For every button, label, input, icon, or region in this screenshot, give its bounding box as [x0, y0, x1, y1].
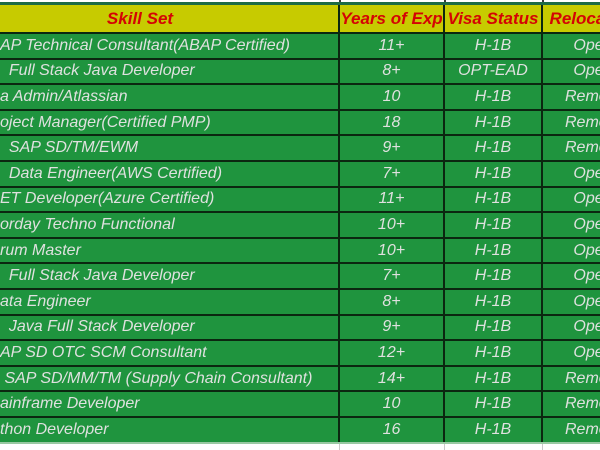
- cell-years-of-exp[interactable]: 16: [340, 417, 445, 442]
- cell-skill-set[interactable]: AP SD OTC SCM Consultant: [0, 341, 340, 365]
- cell-skill-set[interactable]: ET Developer(Azure Certified): [0, 187, 340, 212]
- cell-relocation[interactable]: Remote: [564, 87, 600, 105]
- cell-skill-set[interactable]: a Admin/Atlassian: [0, 85, 340, 109]
- table-row: oject Manager(Certified PMP)18H-1B Remote: [0, 110, 600, 137]
- cell-skill-set[interactable]: thon Developer: [0, 417, 340, 442]
- cell-years-of-exp[interactable]: 10+: [340, 213, 445, 237]
- cell-years-of-exp[interactable]: 8+: [340, 59, 445, 84]
- cell-relocation[interactable]: Open: [573, 343, 600, 361]
- cell-relocation[interactable]: Open: [573, 215, 600, 233]
- cell-skill-set[interactable]: Java Full Stack Developer: [0, 315, 340, 340]
- gridline: [444, 443, 445, 450]
- table-body: AP Technical Consultant(ABAP Certified) 1…: [0, 34, 600, 444]
- cell-relocation[interactable]: Open: [573, 241, 600, 259]
- header-row: Skill Set Years of Exp Visa Status Reloc…: [0, 5, 600, 34]
- cell-years-of-exp[interactable]: 8+: [340, 289, 445, 314]
- cell-years-of-exp[interactable]: 11+: [340, 34, 445, 58]
- cell-relocation[interactable]: Open: [573, 36, 600, 54]
- cell-years-of-exp[interactable]: 10: [340, 85, 445, 109]
- cell-years-of-exp[interactable]: 9+: [340, 315, 445, 340]
- cell-visa-status[interactable]: H-1B: [445, 417, 543, 442]
- cell-visa-status[interactable]: H-1B: [445, 366, 543, 391]
- cell-visa-status[interactable]: H-1B: [445, 161, 543, 186]
- cell-skill-set[interactable]: orday Techno Functional: [0, 213, 340, 237]
- column-header-visa-status[interactable]: Visa Status: [445, 5, 543, 32]
- cell-relocation[interactable]: Open: [573, 267, 600, 285]
- table-row: Data Engineer(AWS Certified)7+H-1B Open: [0, 161, 600, 188]
- cell-skill-set[interactable]: Data Engineer(AWS Certified): [0, 161, 340, 186]
- table-row: SAP SD/MM/TM (Supply Chain Consultant) 14…: [0, 366, 600, 393]
- cell-skill-set[interactable]: Full Stack Java Developer: [0, 59, 340, 84]
- cell-skill-set[interactable]: oject Manager(Certified PMP): [0, 110, 340, 135]
- cell-relocation[interactable]: Open: [573, 164, 600, 182]
- cell-visa-status[interactable]: H-1B: [445, 34, 543, 58]
- cell-relocation[interactable]: Remote: [564, 395, 600, 413]
- cell-years-of-exp[interactable]: 18: [340, 110, 445, 135]
- cell-visa-status[interactable]: H-1B: [445, 213, 543, 237]
- cell-relocation[interactable]: Open: [573, 190, 600, 208]
- cell-relocation[interactable]: Open: [573, 292, 600, 310]
- cell-skill-set[interactable]: ata Engineer: [0, 289, 340, 314]
- table-row: ET Developer(Azure Certified)11+H-1B Open: [0, 187, 600, 214]
- cell-years-of-exp[interactable]: 12+: [340, 341, 445, 365]
- cell-relocation[interactable]: Remote: [564, 420, 600, 438]
- cell-visa-status[interactable]: H-1B: [445, 315, 543, 340]
- cell-skill-set[interactable]: SAP SD/MM/TM (Supply Chain Consultant): [0, 366, 340, 391]
- cell-years-of-exp[interactable]: 14+: [340, 366, 445, 391]
- cell-relocation[interactable]: Remote: [564, 139, 600, 157]
- cell-skill-set[interactable]: Full Stack Java Developer: [0, 264, 340, 288]
- column-header-years-of-exp[interactable]: Years of Exp: [340, 5, 445, 32]
- cell-relocation[interactable]: Open: [573, 62, 600, 80]
- table-row: AP Technical Consultant(ABAP Certified) 1…: [0, 34, 600, 60]
- cell-skill-set[interactable]: rum Master: [0, 238, 340, 263]
- cell-years-of-exp[interactable]: 10: [340, 392, 445, 416]
- cell-years-of-exp[interactable]: 9+: [340, 136, 445, 160]
- cell-visa-status[interactable]: H-1B: [445, 341, 543, 365]
- column-header-skill-set[interactable]: Skill Set: [0, 5, 340, 32]
- cell-relocation[interactable]: Remote: [564, 113, 600, 131]
- cell-visa-status[interactable]: H-1B: [445, 289, 543, 314]
- cell-skill-set[interactable]: ainframe Developer: [0, 392, 340, 416]
- cell-visa-status[interactable]: H-1B: [445, 264, 543, 288]
- cell-years-of-exp[interactable]: 10+: [340, 238, 445, 263]
- cell-years-of-exp[interactable]: 11+: [340, 187, 445, 212]
- cell-visa-status[interactable]: H-1B: [445, 110, 543, 135]
- cell-visa-status[interactable]: H-1B: [445, 392, 543, 416]
- cell-visa-status[interactable]: OPT-EAD: [445, 59, 543, 84]
- cell-visa-status[interactable]: H-1B: [445, 238, 543, 263]
- cell-relocation[interactable]: Open: [573, 318, 600, 336]
- cell-relocation[interactable]: Remote: [564, 369, 600, 387]
- cell-visa-status[interactable]: H-1B: [445, 187, 543, 212]
- cell-years-of-exp[interactable]: 7+: [340, 264, 445, 288]
- cell-years-of-exp[interactable]: 7+: [340, 161, 445, 186]
- cell-visa-status[interactable]: H-1B: [445, 136, 543, 160]
- column-header-relocation[interactable]: Relocation: [549, 8, 600, 28]
- gridline: [542, 443, 543, 450]
- cell-skill-set[interactable]: SAP SD/TM/EWM: [0, 136, 340, 160]
- cell-skill-set[interactable]: AP Technical Consultant(ABAP Certified): [0, 34, 340, 58]
- cell-visa-status[interactable]: H-1B: [445, 85, 543, 109]
- gridline: [339, 443, 340, 450]
